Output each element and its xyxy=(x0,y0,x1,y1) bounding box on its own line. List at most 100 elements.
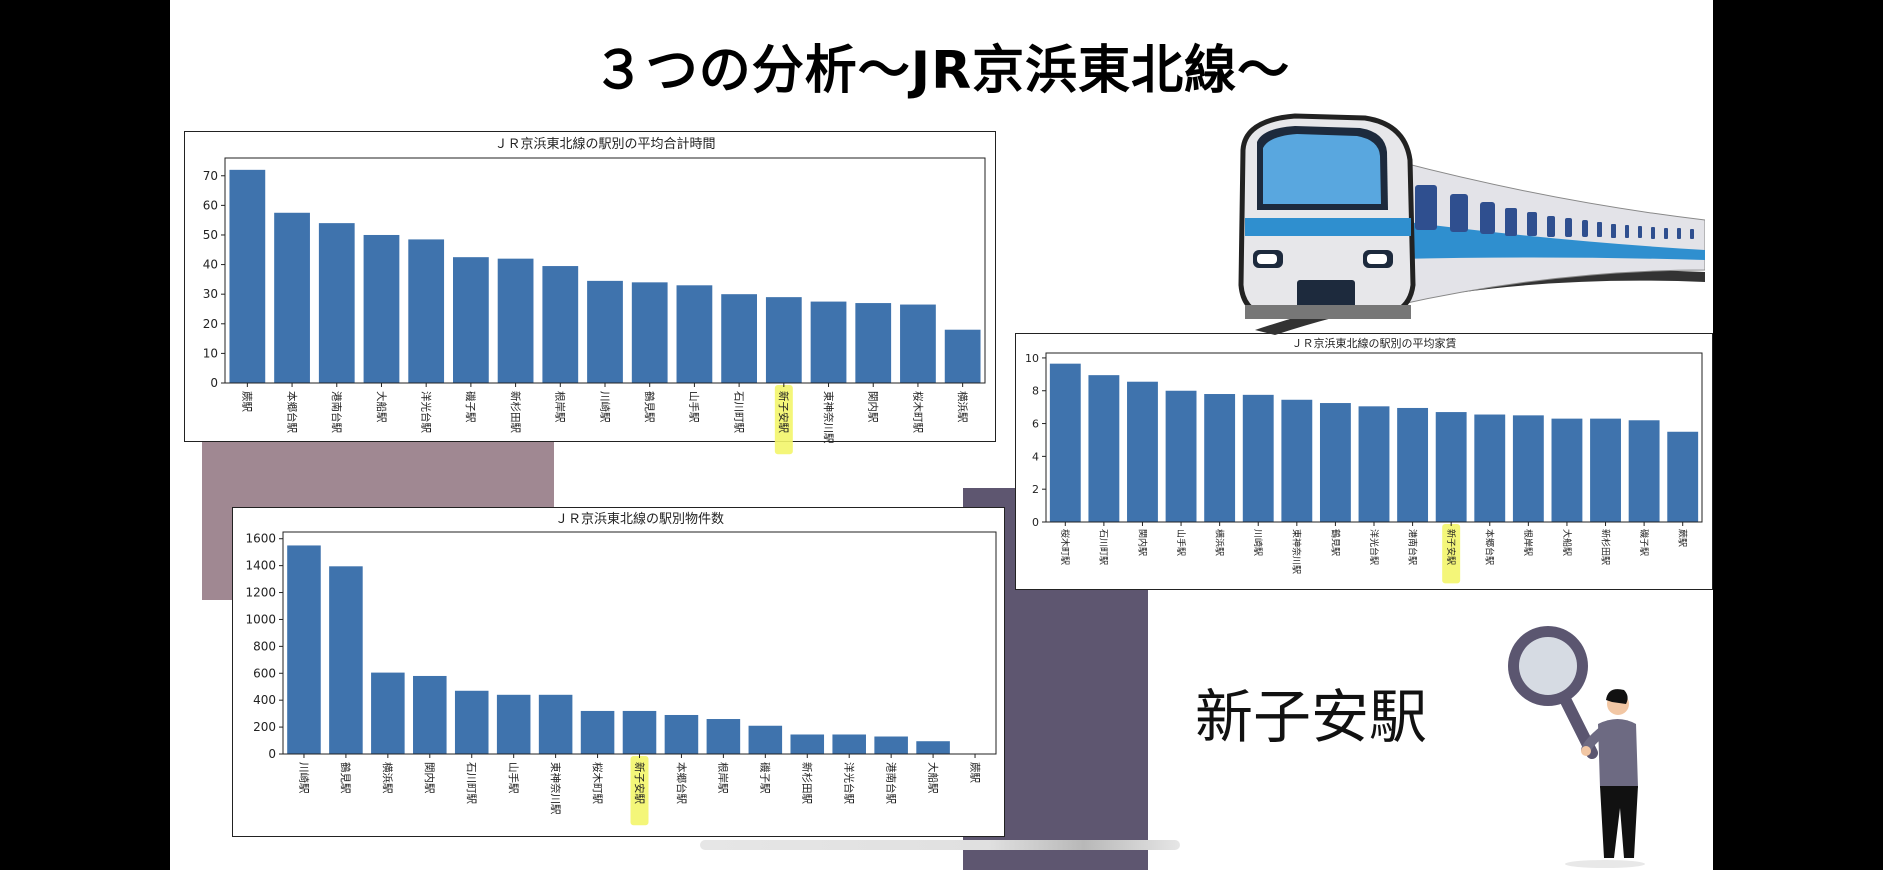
y-tick-label: 40 xyxy=(203,258,218,272)
bar xyxy=(623,711,657,754)
train-icon xyxy=(1235,110,1705,335)
bar xyxy=(916,741,950,754)
x-tick-label: 鶴見駅 xyxy=(1329,529,1341,556)
x-tick-label: 蕨駅 xyxy=(968,762,980,783)
bar xyxy=(1243,395,1274,522)
x-tick-label: 港南台駅 xyxy=(884,762,897,804)
chart-listing-count-svg: ＪＲ京浜東北線の駅別物件数 0 200 400 600 800 1000 1200 1400 16… xyxy=(233,508,1006,838)
x-tick-label: 川崎駅 xyxy=(1252,529,1264,556)
bar xyxy=(707,719,741,754)
x-tick-label: 桜木町駅 xyxy=(591,762,604,804)
x-tick-label: 磯子駅 xyxy=(759,762,772,794)
bar xyxy=(453,257,489,383)
bar xyxy=(1436,412,1467,522)
bar xyxy=(1474,415,1505,522)
x-tick-label: 磯子駅 xyxy=(464,391,477,423)
x-tick-label: 東神奈川駅 xyxy=(549,762,562,815)
bar xyxy=(1050,364,1081,522)
x-tick-label: 港南台駅 xyxy=(1406,529,1418,565)
bar xyxy=(1359,406,1390,522)
y-tick-label: 1000 xyxy=(245,612,276,626)
y-tick-label: 2 xyxy=(1032,483,1039,496)
bar xyxy=(677,285,713,383)
bar xyxy=(581,711,615,754)
bar xyxy=(287,545,321,754)
x-tick-label: 大船駅 xyxy=(375,391,388,423)
bar xyxy=(945,330,981,383)
bar xyxy=(766,297,802,383)
bar xyxy=(1629,420,1660,522)
y-tick-label: 0 xyxy=(1032,516,1039,529)
x-tick-label: 蕨駅 xyxy=(1677,529,1689,547)
x-tick-label: 川崎駅 xyxy=(297,762,310,794)
bar xyxy=(900,305,936,383)
bar xyxy=(542,266,578,383)
x-tick-label: 根岸駅 xyxy=(717,762,730,794)
x-tick-label: 横浜駅 xyxy=(1213,529,1225,556)
y-tick-label: 400 xyxy=(253,693,276,707)
bar xyxy=(721,294,757,383)
x-tick-label: 横浜駅 xyxy=(956,391,969,423)
bar xyxy=(1204,394,1235,522)
bar xyxy=(1552,419,1583,522)
y-tick-label: 1200 xyxy=(245,586,276,600)
bar xyxy=(371,673,405,754)
bar xyxy=(632,282,668,383)
bar xyxy=(1088,375,1119,522)
bar xyxy=(1397,408,1428,522)
y-tick-label: 10 xyxy=(1025,352,1039,365)
chart-avg-total-time-svg: ＪＲ京浜東北線の駅別の平均合計時間010203040506070蕨駅 本郷台駅 港南… xyxy=(185,132,997,443)
bar xyxy=(874,737,908,754)
x-tick-label: 本郷台駅 xyxy=(285,391,298,433)
chart-avg-rent-svg: ＪＲ京浜東北線の駅別の平均家賃0246810桜木町駅 石川町駅 関内駅 山手駅 横浜駅川… xyxy=(1016,334,1713,591)
y-tick-label: 6 xyxy=(1032,418,1039,431)
x-tick-label: 根岸駅 xyxy=(1522,529,1534,556)
bar xyxy=(1281,400,1312,522)
y-tick-label: 0 xyxy=(268,747,276,761)
x-tick-label: 新子安駅 xyxy=(633,762,646,804)
bar xyxy=(498,259,534,383)
y-tick-label: 1400 xyxy=(245,559,276,573)
y-tick-label: 800 xyxy=(253,639,276,653)
x-tick-label: 山手駅 xyxy=(1175,529,1187,556)
chart-title: ＪＲ京浜東北線の駅別の平均家賃 xyxy=(1292,336,1457,350)
x-tick-label: 新子安駅 xyxy=(777,391,790,433)
y-tick-label: 200 xyxy=(253,720,276,734)
chart-avg-total-time: ＪＲ京浜東北線の駅別の平均合計時間 0 10 20 30 40 50 60 70 蕨駅 本郷台駅 港南… xyxy=(184,131,996,442)
x-tick-label: 川崎駅 xyxy=(598,391,611,423)
bar xyxy=(1166,391,1197,522)
y-tick-label: 8 xyxy=(1032,385,1039,398)
bar xyxy=(832,734,866,754)
x-tick-label: 山手駅 xyxy=(688,391,701,423)
x-tick-label: 石川町駅 xyxy=(465,762,477,804)
x-tick-label: 関内駅 xyxy=(867,391,880,423)
magnifier-person-icon xyxy=(1500,618,1670,868)
bar xyxy=(455,691,489,754)
chart-listing-count: ＪＲ京浜東北線の駅別物件数 0 200 400 600 800 1000 1200 1400 16… xyxy=(232,507,1005,837)
x-tick-label: 桜木町駅 xyxy=(1059,529,1071,565)
y-tick-label: 10 xyxy=(203,346,218,360)
bar xyxy=(749,726,783,754)
bar xyxy=(855,303,891,383)
x-tick-label: 新杉田駅 xyxy=(509,391,522,433)
y-tick-label: 30 xyxy=(203,287,218,301)
x-tick-label: 東神奈川駅 xyxy=(822,391,835,444)
bar xyxy=(665,715,699,754)
bar xyxy=(1667,432,1698,522)
x-tick-label: 大船駅 xyxy=(1561,529,1573,556)
bar xyxy=(1127,382,1158,522)
scroll-indicator[interactable] xyxy=(700,840,1180,850)
bar xyxy=(811,302,847,383)
x-tick-label: 山手駅 xyxy=(507,762,520,794)
y-tick-label: 50 xyxy=(203,228,218,242)
x-tick-label: 新子安駅 xyxy=(1445,529,1457,565)
bar xyxy=(1590,419,1621,522)
x-tick-label: 本郷台駅 xyxy=(1484,529,1496,565)
x-tick-label: 関内駅 xyxy=(1136,529,1148,556)
x-tick-label: 東神奈川駅 xyxy=(1291,529,1303,574)
y-tick-label: 70 xyxy=(203,169,218,183)
y-tick-label: 20 xyxy=(203,317,218,331)
bar xyxy=(539,695,573,754)
bar xyxy=(329,566,363,754)
x-tick-label: 石川町駅 xyxy=(732,391,744,433)
